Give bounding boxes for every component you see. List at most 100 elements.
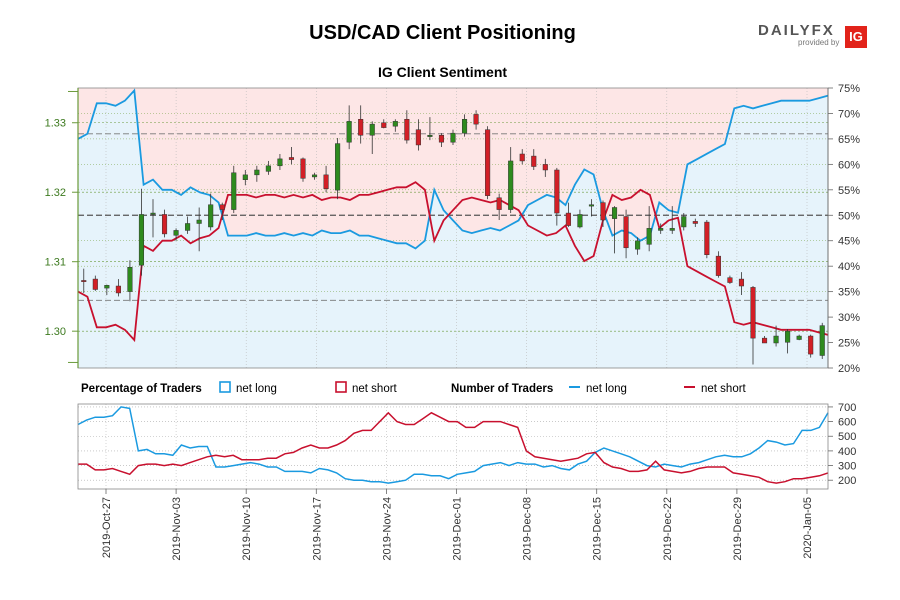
candle <box>727 275 733 284</box>
candle-body <box>819 325 825 356</box>
percent-tick-label: 45% <box>838 236 860 248</box>
candle-body <box>277 158 283 167</box>
ig-logo: IG <box>845 26 867 48</box>
candle <box>450 129 456 145</box>
candle-body <box>611 207 618 219</box>
trader-tick-label: 200 <box>838 475 856 487</box>
candle-body <box>785 330 791 343</box>
date-tick-label: 2019-Nov-17 <box>311 497 323 561</box>
candle-body <box>438 134 445 143</box>
candle-body <box>185 223 191 231</box>
candle-body <box>104 285 110 289</box>
percent-tick-label: 25% <box>838 338 860 350</box>
candle-body <box>473 114 479 125</box>
percent-tick-label: 55% <box>838 185 860 197</box>
dailyfx-wordmark: DAILYFX <box>758 22 835 39</box>
candle-body <box>554 169 560 214</box>
candle <box>115 279 121 297</box>
trader-tick-label: 300 <box>838 461 856 473</box>
candle <box>138 188 145 276</box>
trader-tick-label: 700 <box>838 402 856 414</box>
candle <box>300 157 306 182</box>
candle <box>173 228 179 241</box>
candle-body <box>577 214 583 228</box>
candle-body <box>369 123 375 136</box>
candle <box>715 251 721 278</box>
date-tick-label: 2019-Dec-22 <box>662 497 674 561</box>
candle-body <box>542 164 548 171</box>
net-short-pct-line <box>77 181 829 343</box>
legend-num-header: Number of Traders <box>451 383 553 395</box>
candle <box>658 223 664 234</box>
candle <box>635 237 641 255</box>
candle <box>554 167 560 226</box>
date-tick-label: 2019-Nov-10 <box>241 497 253 561</box>
candle <box>588 199 595 217</box>
candle <box>646 206 652 252</box>
candle <box>773 325 779 347</box>
legend-pct-header: Percentage of Traders <box>81 383 202 395</box>
date-tick-label: 2020-Jan-05 <box>802 497 814 559</box>
candle-body <box>231 172 237 210</box>
candle-body <box>715 255 721 276</box>
candle <box>231 165 237 214</box>
candle <box>161 209 168 238</box>
candle <box>461 114 468 137</box>
candle-body <box>415 129 421 146</box>
candle-body <box>761 337 768 344</box>
candle <box>785 329 791 354</box>
candle-body <box>219 204 225 210</box>
legend-short-swatch <box>335 381 347 393</box>
candle-body <box>81 280 87 282</box>
logo-fx: FX <box>811 22 835 39</box>
legend-pct-net-short: net short <box>352 383 398 395</box>
price-axis: 1.30 1.31 1.32 1.33 <box>45 88 79 368</box>
candle-body <box>646 228 652 245</box>
candle-body <box>531 155 537 167</box>
candle-body <box>358 119 364 136</box>
price-tick-label: 1.32 <box>45 187 66 199</box>
candle-body <box>115 285 121 294</box>
candle <box>542 158 548 177</box>
candle-body <box>346 121 352 143</box>
candle-body <box>335 143 341 191</box>
percent-tick-label: 20% <box>838 363 860 375</box>
date-tick-label: 2019-Dec-01 <box>452 497 464 561</box>
logo-daily: DAILY <box>758 22 812 39</box>
candle <box>335 138 341 200</box>
percent-tick-label: 35% <box>838 287 860 299</box>
percent-tick-label: 60% <box>838 159 860 171</box>
candle-body <box>750 287 756 339</box>
candle <box>127 260 133 302</box>
candle <box>323 165 329 193</box>
legend-long-swatch <box>219 381 231 393</box>
candle-body <box>300 158 306 179</box>
candle <box>404 110 410 144</box>
trader-tick-label: 400 <box>838 446 856 458</box>
trader-tick-label: 600 <box>838 417 856 429</box>
candle <box>531 149 537 170</box>
candle-body <box>323 174 329 189</box>
candle <box>577 209 583 229</box>
candle-body <box>796 335 802 340</box>
price-sentiment-panel: 1.30 1.31 1.32 1.33 75% 70% 65% 60% 55% 50% 45% 40… <box>45 83 861 375</box>
candle-body <box>519 153 525 162</box>
candle-body <box>265 165 271 172</box>
candle <box>738 272 745 296</box>
percent-tick-label: 30% <box>838 312 860 324</box>
candle <box>277 154 283 170</box>
candle-body <box>508 160 514 210</box>
candle <box>761 336 768 344</box>
candle <box>750 286 756 365</box>
candle <box>819 322 825 359</box>
candle <box>704 220 710 259</box>
candle-body <box>565 212 571 226</box>
candle <box>427 117 433 141</box>
candle-body <box>808 335 814 355</box>
chart-subtitle: IG Client Sentiment <box>377 64 508 80</box>
trader-count-panel: 200 300 400 500 600 700 2019-Oct-27 2019-Nov-0… <box>77 402 856 561</box>
candle-body <box>461 119 468 134</box>
percent-tick-label: 50% <box>838 210 860 222</box>
candle <box>565 202 571 227</box>
candle <box>796 334 802 341</box>
